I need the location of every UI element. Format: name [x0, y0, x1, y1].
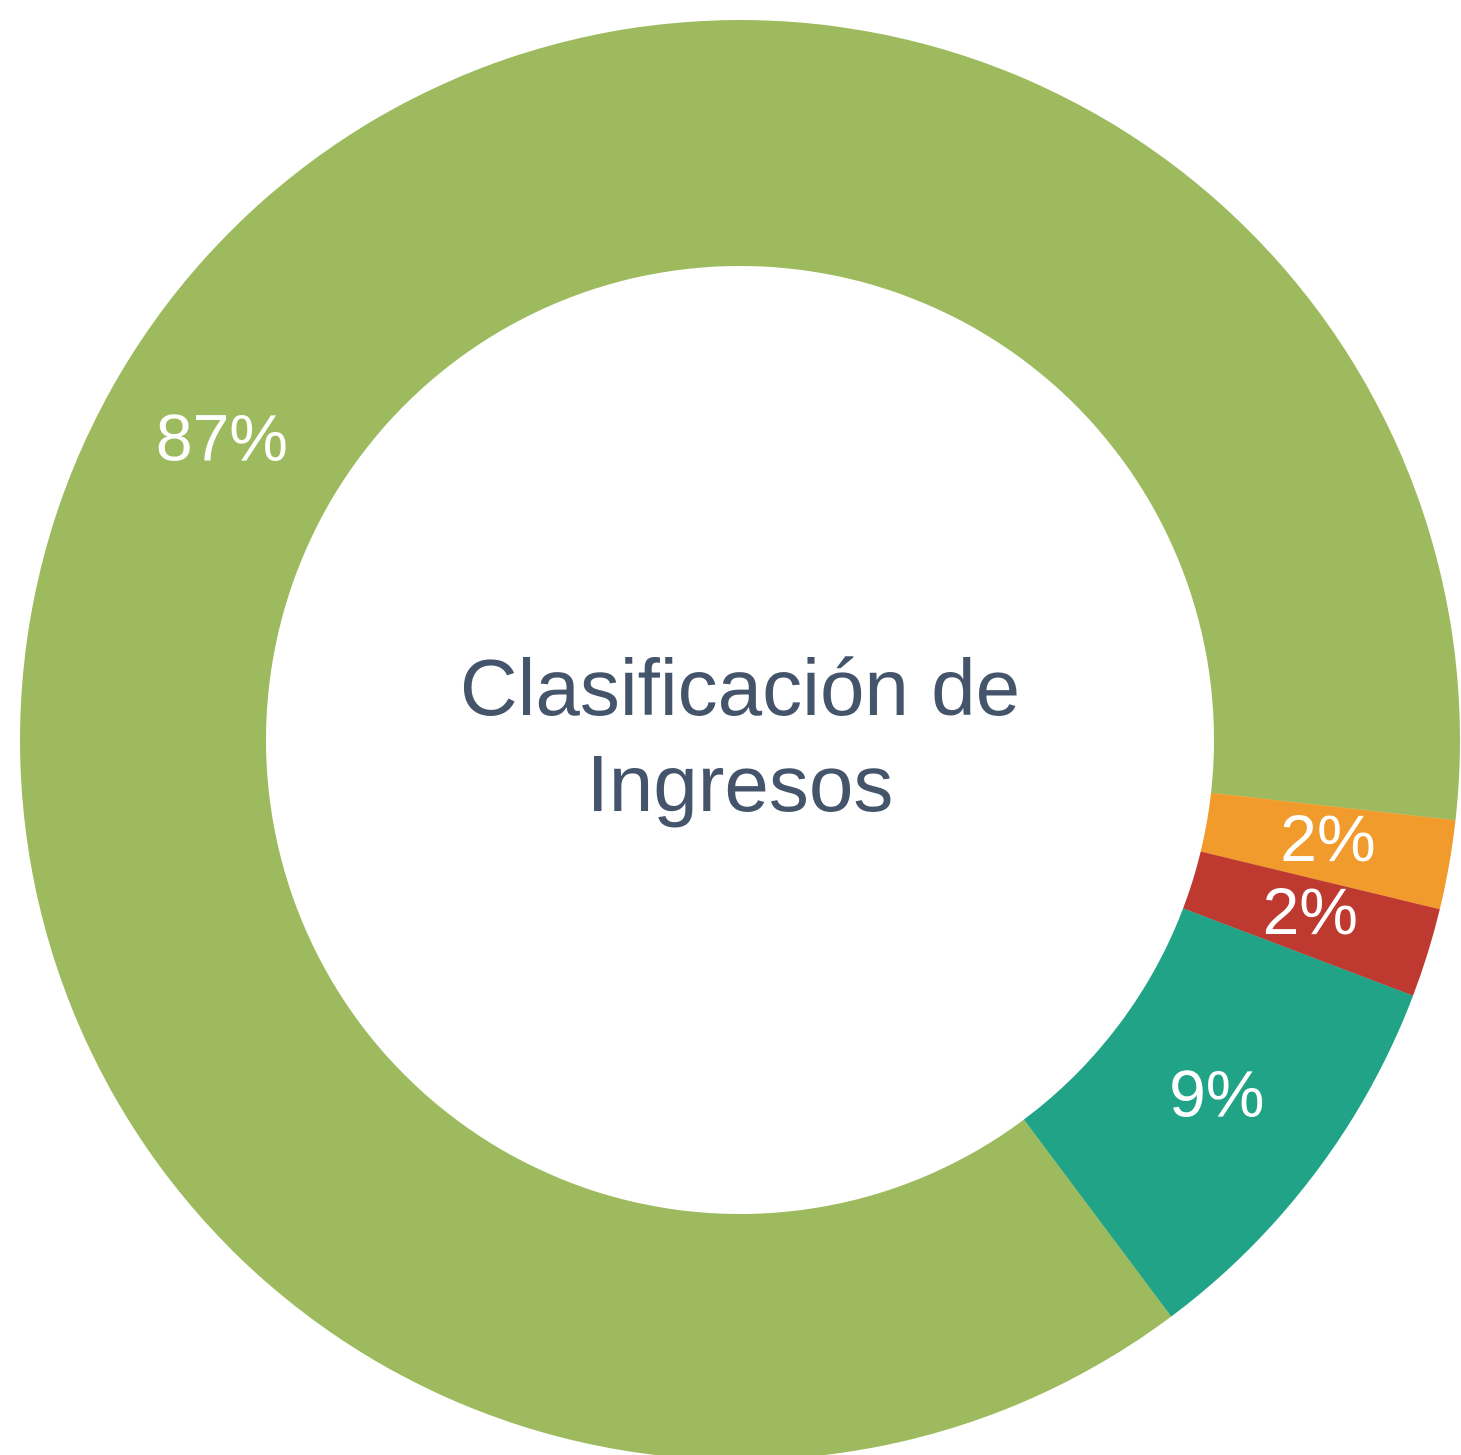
donut-segment	[1183, 851, 1440, 996]
donut-segment	[1023, 908, 1414, 1317]
donut-segment	[20, 20, 1460, 1455]
chart-title: Clasificación de Ingresos	[459, 643, 1021, 828]
value-label: 2%	[1263, 874, 1358, 948]
value-label: 2%	[1280, 801, 1375, 875]
donut-segment	[1200, 792, 1456, 910]
value-label: 9%	[1169, 1057, 1264, 1131]
value-label: 87%	[156, 401, 288, 475]
